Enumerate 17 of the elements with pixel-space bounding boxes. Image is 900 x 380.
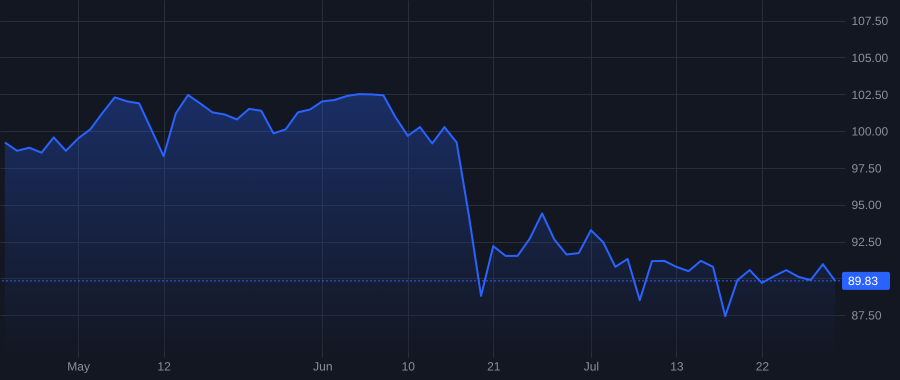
- x-tick-label: May: [67, 360, 90, 374]
- y-tick-label: 97.50: [852, 161, 882, 176]
- y-tick-label: 92.50: [852, 235, 882, 250]
- y-tick-label: 100.00: [852, 124, 889, 139]
- y-tick-label: 107.50: [852, 14, 889, 28]
- x-tick-label: 21: [487, 360, 501, 374]
- y-tick-label: 95.00: [852, 198, 882, 212]
- y-tick-label: 87.50: [852, 308, 882, 323]
- y-tick-label: 102.50: [852, 88, 889, 102]
- x-tick-label: 12: [157, 360, 172, 374]
- x-tick-label: 22: [756, 360, 770, 374]
- x-tick-label: 10: [402, 360, 416, 374]
- y-tick-label: 105.00: [852, 50, 889, 65]
- x-tick-label: 13: [670, 360, 684, 374]
- x-tick-label: Jun: [313, 360, 333, 374]
- ref-line-label: 89.83: [848, 274, 878, 288]
- x-tick-label: Jul: [584, 360, 600, 374]
